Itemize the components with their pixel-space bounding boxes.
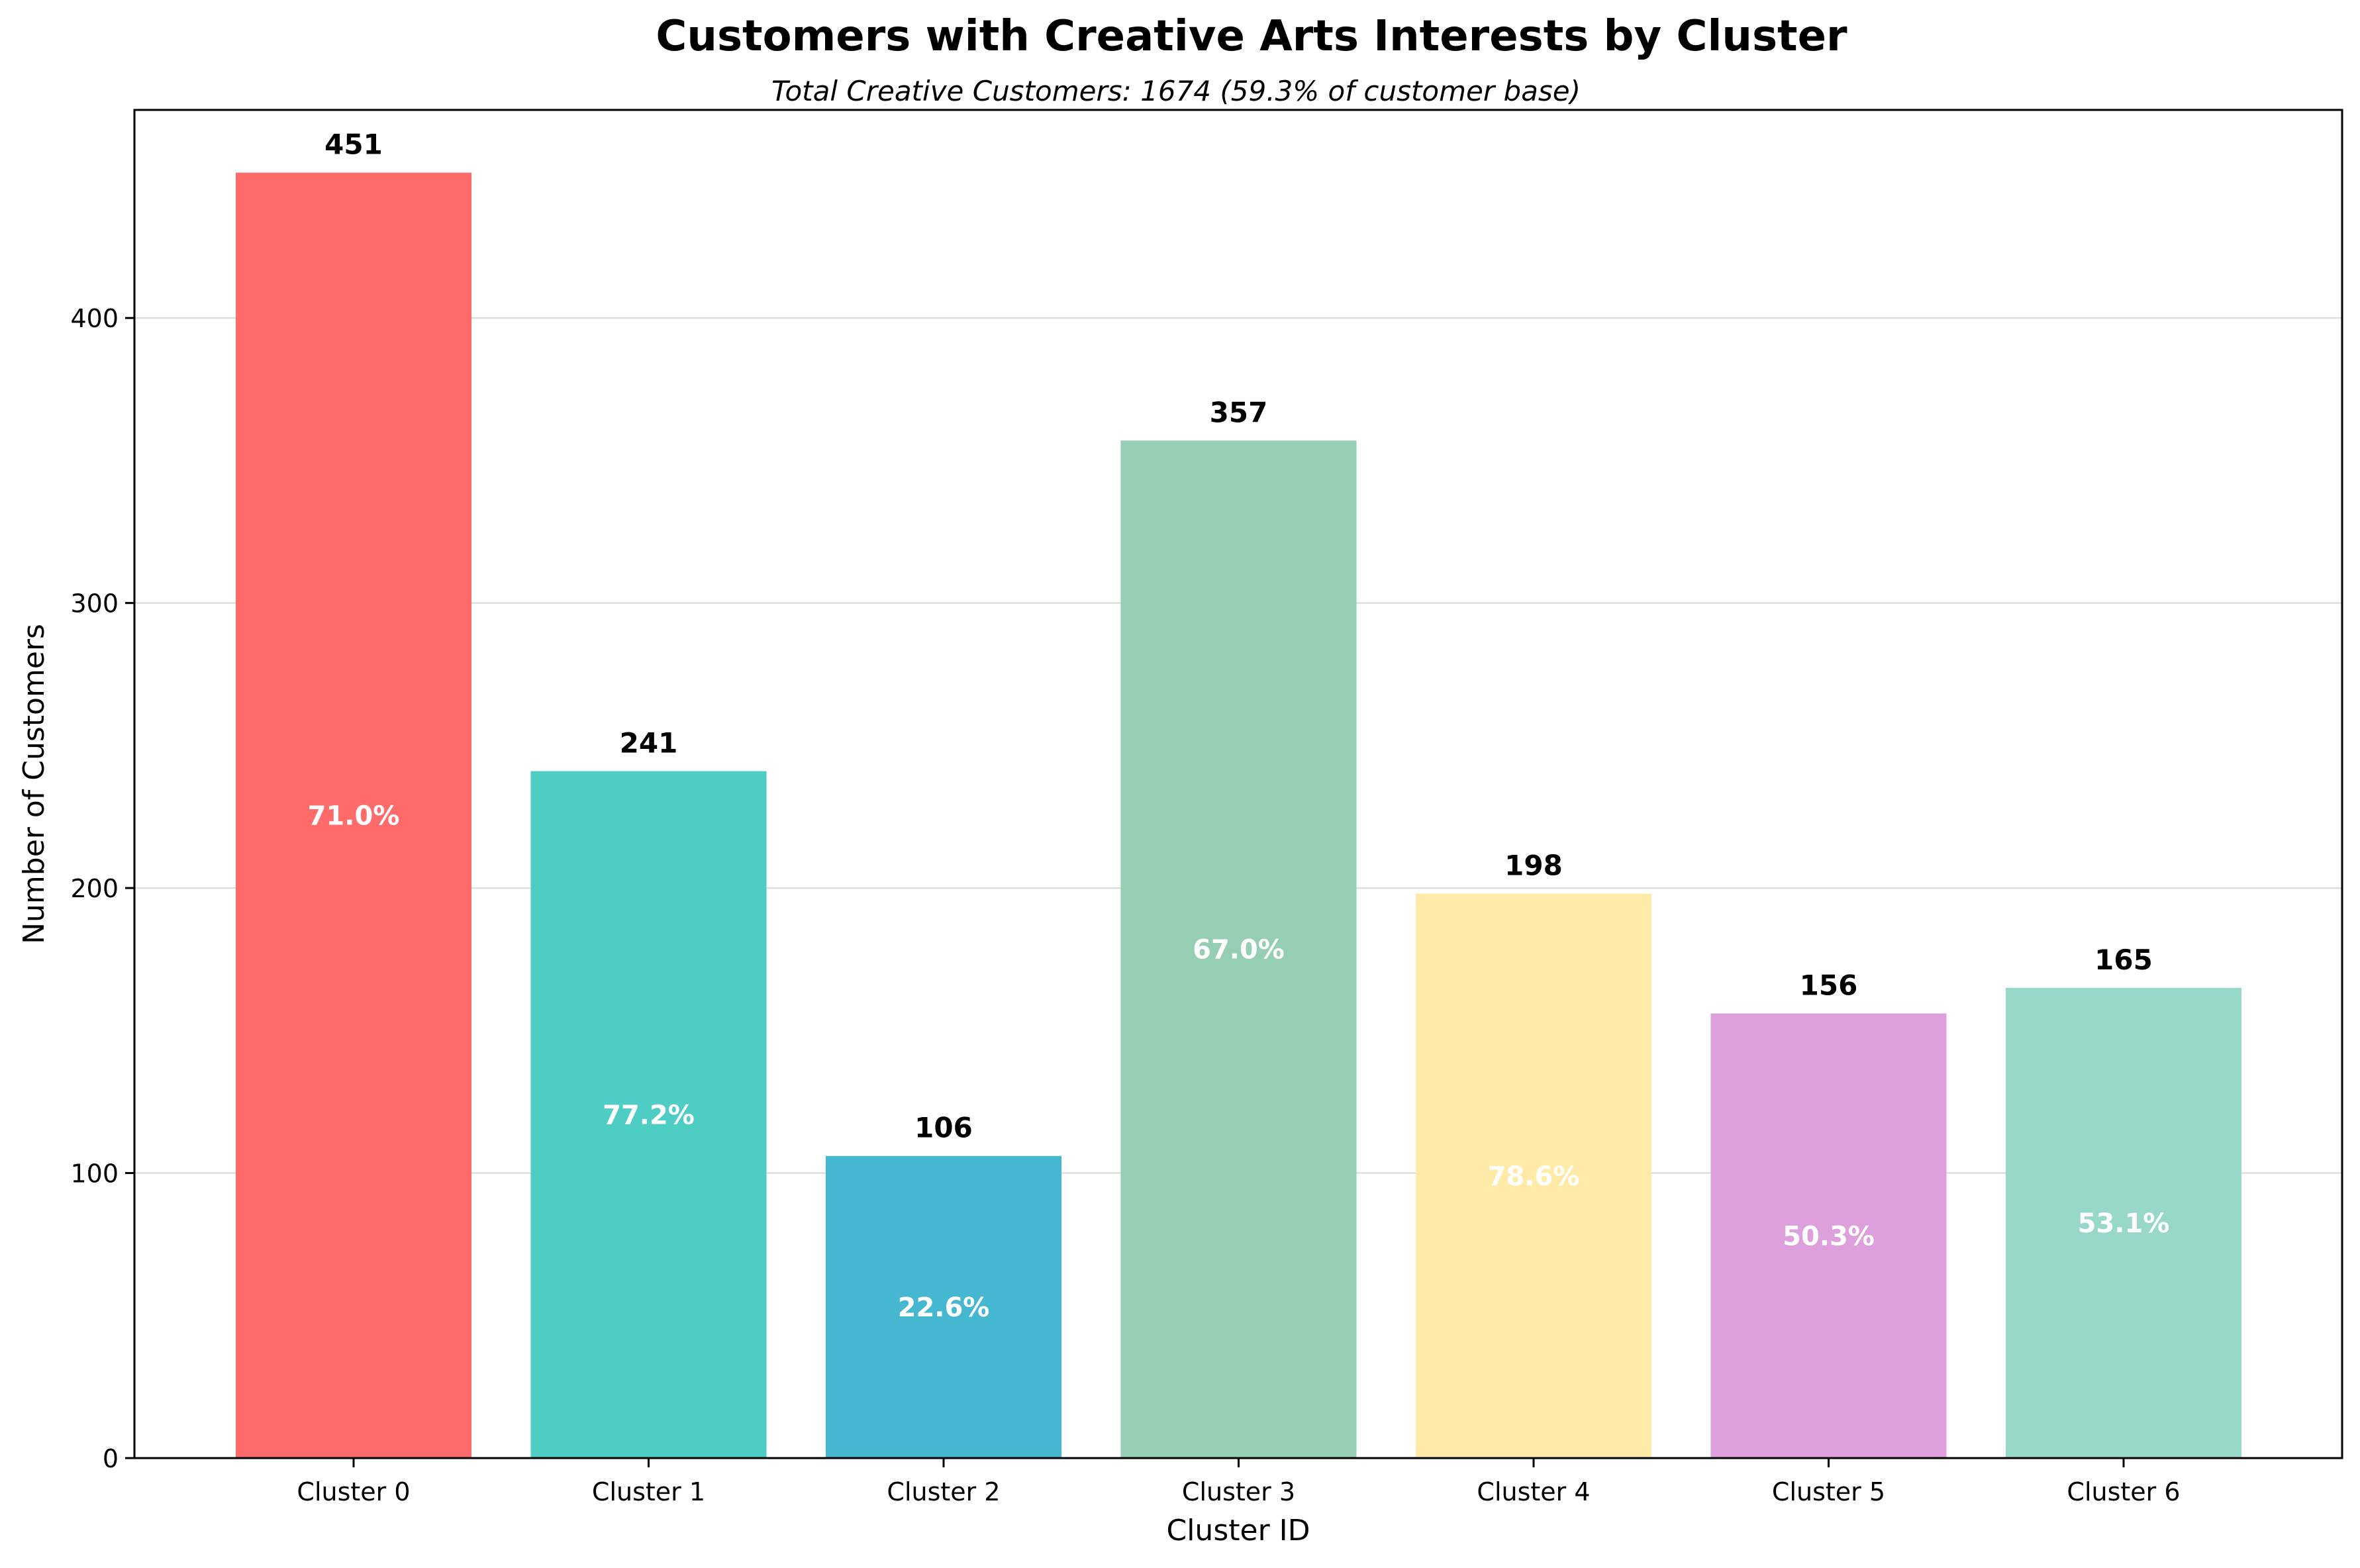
bar-value-label: 198 (1504, 850, 1563, 882)
x-tick-label: Cluster 6 (2067, 1477, 2180, 1506)
x-tick-label: Cluster 3 (1182, 1477, 1295, 1506)
y-axis: 0 100 200 300 400 (70, 304, 134, 1473)
y-tick-label: 300 (70, 589, 119, 618)
bar-percent-label: 78.6% (1488, 1161, 1580, 1192)
bar-value-label: 241 (620, 727, 678, 760)
chart-subtitle: Total Creative Customers: 1674 (59.3% of… (771, 75, 1581, 107)
chart-title: Customers with Creative Arts Interests b… (656, 12, 1847, 61)
bar-5 (1710, 1013, 1947, 1458)
bar-percent-label: 67.0% (1193, 935, 1285, 965)
bar-labels: 451 71.0% 241 77.2% 106 22.6% 357 67.0% 198 78.6%… (308, 128, 2170, 1323)
bar-percent-label: 77.2% (603, 1100, 695, 1130)
bar-3 (1120, 440, 1357, 1459)
x-tick-label: Cluster 5 (1772, 1477, 1885, 1506)
bar-value-label: 106 (914, 1112, 973, 1144)
y-tick-label: 100 (70, 1159, 119, 1189)
bar-0 (236, 172, 471, 1459)
y-tick-label: 200 (70, 874, 119, 903)
x-axis: Cluster 0 Cluster 1 Cluster 2 Cluster 3 Clus… (297, 1458, 2181, 1506)
bar-1 (530, 771, 767, 1458)
bars (236, 172, 2241, 1459)
bar-value-label: 165 (2094, 944, 2153, 976)
bar-2 (826, 1155, 1061, 1458)
bar-6 (2006, 987, 2241, 1458)
bar-percent-label: 50.3% (1783, 1221, 1875, 1251)
bar-4 (1416, 893, 1651, 1458)
x-axis-title: Cluster ID (1166, 1514, 1310, 1547)
bar-value-label: 451 (324, 128, 383, 161)
bar-value-label: 357 (1210, 396, 1268, 428)
y-tick-label: 0 (103, 1444, 119, 1473)
bar-value-label: 156 (1800, 969, 1858, 1002)
x-tick-label: Cluster 1 (592, 1477, 705, 1506)
bar-percent-label: 53.1% (2078, 1208, 2170, 1239)
x-tick-label: Cluster 2 (887, 1477, 1000, 1506)
x-tick-label: Cluster 4 (1477, 1477, 1590, 1506)
y-axis-title: Number of Customers (17, 624, 51, 944)
y-tick-label: 400 (70, 304, 119, 333)
x-tick-label: Cluster 0 (297, 1477, 410, 1506)
bar-percent-label: 71.0% (308, 801, 400, 831)
bar-percent-label: 22.6% (898, 1293, 990, 1323)
